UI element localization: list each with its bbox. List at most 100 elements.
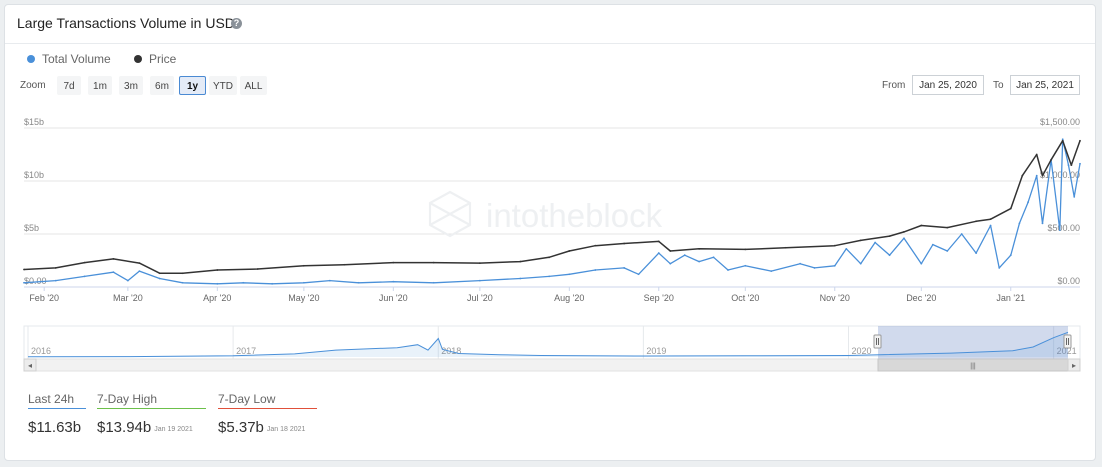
- y-right-tick-label: $1,000.00: [1040, 170, 1080, 180]
- price-point: [302, 264, 305, 267]
- total-volume-point: [357, 281, 360, 284]
- total-volume-point: [845, 247, 848, 250]
- help-icon[interactable]: ?: [231, 18, 242, 29]
- price-point: [888, 235, 891, 238]
- total-volume-point: [946, 250, 949, 252]
- total-volume-point: [623, 267, 626, 269]
- total-volume-point: [874, 241, 877, 244]
- total-volume-point: [216, 282, 219, 285]
- total-volume-point: [392, 280, 395, 283]
- scroll-left-button[interactable]: [23, 358, 37, 372]
- navigator-year-label: 2017: [236, 346, 256, 356]
- total-volume-point: [1009, 254, 1012, 257]
- zoom-1m-button[interactable]: 1m: [88, 76, 112, 95]
- price-point: [1079, 139, 1081, 142]
- price-point: [216, 269, 219, 271]
- stat-7day-low: 7-Day Low $5.37b Jan 18 2021: [218, 392, 317, 436]
- navigator-left-handle[interactable]: [873, 334, 882, 349]
- navigator-year-label: 2020: [852, 346, 872, 356]
- price-point: [1061, 139, 1064, 142]
- total-volume-point: [1079, 162, 1081, 165]
- total-volume-point: [683, 254, 686, 257]
- zoom-7d-button[interactable]: 7d: [57, 76, 81, 95]
- price-point: [548, 256, 551, 259]
- navigator-year-label: 2016: [31, 346, 51, 356]
- legend-item-total-volume[interactable]: Total Volume: [27, 52, 111, 66]
- total-volume-point: [669, 262, 672, 265]
- zoom-3m-button[interactable]: 3m: [119, 76, 143, 95]
- range-from-input[interactable]: Jan 25, 2020: [912, 75, 984, 95]
- navigator-right-handle[interactable]: [1063, 334, 1072, 349]
- total-volume-point: [960, 233, 963, 235]
- x-tick-label: Mar '20: [113, 293, 143, 303]
- total-volume-point: [594, 269, 597, 271]
- total-volume-point: [181, 281, 184, 284]
- y-right-tick-label: $0.00: [1057, 276, 1080, 286]
- price-point: [698, 247, 701, 250]
- stat-7day-low-label: 7-Day Low: [218, 392, 317, 409]
- price-point: [744, 248, 747, 251]
- legend-total-volume-dot-icon: [27, 55, 35, 63]
- total-volume-point: [744, 264, 747, 267]
- total-volume-point: [833, 264, 836, 267]
- price-point: [859, 239, 862, 242]
- total-volume-point: [23, 281, 25, 284]
- range-to-input[interactable]: Jan 25, 2021: [1010, 75, 1080, 95]
- scroll-right-button[interactable]: [1067, 358, 1081, 372]
- x-tick-label: Nov '20: [820, 293, 850, 303]
- range-from-label: From: [882, 80, 906, 91]
- total-volume-point: [1061, 138, 1064, 141]
- price-point: [657, 240, 660, 243]
- legend-total-volume-label: Total Volume: [42, 52, 111, 66]
- total-volume-point: [1073, 196, 1076, 198]
- total-volume-point: [698, 260, 701, 263]
- watermark: intotheblock: [428, 190, 663, 238]
- price-point: [158, 272, 161, 275]
- total-volume-point: [989, 224, 992, 227]
- total-volume-point: [859, 262, 862, 265]
- total-volume-point: [138, 270, 141, 272]
- total-volume-point: [727, 269, 729, 271]
- zoom-all-button[interactable]: ALL: [240, 76, 267, 95]
- price-point: [138, 262, 141, 265]
- x-tick-label: Apr '20: [203, 293, 231, 303]
- navigator-selection[interactable]: [878, 326, 1068, 359]
- price-point: [343, 263, 346, 266]
- x-tick-label: Sep '20: [644, 293, 674, 303]
- x-tick-label: Jan '21: [996, 293, 1025, 303]
- total-volume-point: [548, 275, 551, 278]
- price-point: [23, 268, 25, 271]
- total-volume-point: [1067, 164, 1070, 167]
- total-volume-point: [920, 262, 923, 265]
- range-to-label: To: [993, 80, 1004, 91]
- zoom-1y-button[interactable]: 1y: [179, 76, 206, 95]
- stat-7day-low-date: Jan 18 2021: [266, 426, 306, 433]
- total-volume-point: [478, 279, 481, 282]
- x-tick-label: May '20: [288, 293, 319, 303]
- price-point: [1009, 207, 1012, 210]
- total-volume-point: [1058, 229, 1061, 231]
- zoom-ytd-button[interactable]: YTD: [209, 76, 237, 95]
- price-point: [1050, 158, 1053, 161]
- y-left-tick-label: $0.00: [24, 276, 47, 286]
- total-volume-point: [328, 279, 331, 282]
- total-volume-point: [83, 275, 86, 278]
- total-volume-point: [1041, 222, 1044, 225]
- total-volume-point: [432, 281, 435, 284]
- price-point: [568, 250, 571, 252]
- total-volume-point: [637, 273, 640, 276]
- total-volume-point: [799, 262, 802, 265]
- legend-item-price[interactable]: Price: [134, 52, 176, 66]
- price-point: [623, 242, 626, 245]
- price-point: [669, 250, 672, 252]
- price-point: [256, 268, 259, 270]
- total-volume-point: [54, 279, 57, 282]
- y-right-tick-label: $500.00: [1047, 223, 1080, 233]
- total-volume-point: [242, 281, 245, 284]
- price-point: [975, 220, 978, 223]
- zoom-6m-button[interactable]: 6m: [150, 76, 174, 95]
- total-volume-point: [770, 270, 773, 272]
- total-volume-point: [813, 267, 816, 269]
- navigator[interactable]: 2016 2017 2018 2019 2020 2021 ||| ◂ ▸: [23, 325, 1081, 372]
